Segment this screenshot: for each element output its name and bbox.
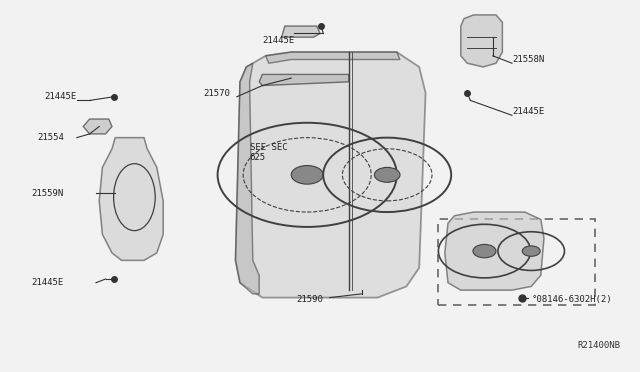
Polygon shape	[461, 15, 502, 67]
Text: SEE SEC
625: SEE SEC 625	[250, 143, 287, 162]
Text: 21554: 21554	[37, 133, 64, 142]
Text: 21558N: 21558N	[512, 55, 544, 64]
Text: 21445E: 21445E	[512, 107, 544, 116]
Text: 21570: 21570	[204, 89, 230, 97]
Text: R21400NB: R21400NB	[578, 341, 621, 350]
Text: 21559N: 21559N	[32, 189, 64, 198]
Circle shape	[291, 166, 323, 184]
Text: 21445E: 21445E	[262, 36, 294, 45]
Polygon shape	[236, 52, 426, 298]
Circle shape	[522, 246, 540, 256]
Text: 21445E: 21445E	[45, 92, 77, 101]
Polygon shape	[236, 63, 259, 294]
Polygon shape	[266, 52, 400, 63]
Polygon shape	[83, 119, 112, 134]
Circle shape	[374, 167, 400, 182]
Text: 21590: 21590	[296, 295, 323, 304]
Bar	[438, 219, 595, 305]
Circle shape	[473, 244, 496, 258]
Text: °08146-6302H(2): °08146-6302H(2)	[531, 295, 612, 304]
Polygon shape	[282, 26, 320, 37]
Polygon shape	[259, 74, 349, 86]
Polygon shape	[99, 138, 163, 260]
Polygon shape	[445, 212, 544, 290]
Text: 21445E: 21445E	[32, 278, 64, 287]
